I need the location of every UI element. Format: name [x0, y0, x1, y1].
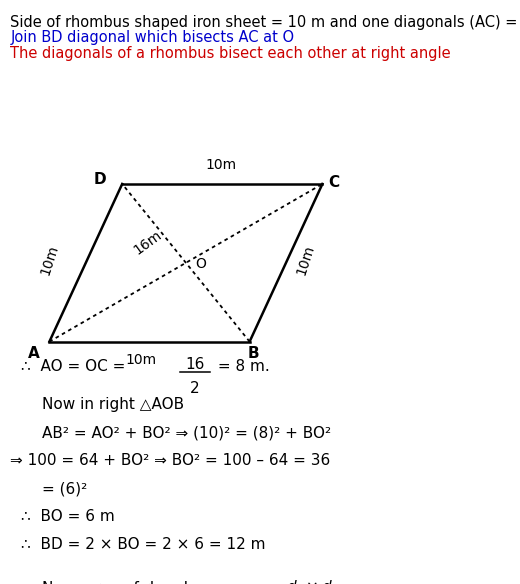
Text: ∴  BO = 6 m: ∴ BO = 6 m [21, 509, 114, 524]
Text: $d_1 \times d_2$: $d_1 \times d_2$ [285, 578, 339, 584]
Text: ⇒ 100 = 64 + BO² ⇒ BO² = 100 – 64 = 36: ⇒ 100 = 64 + BO² ⇒ BO² = 100 – 64 = 36 [10, 453, 331, 468]
Text: 10m: 10m [294, 243, 317, 277]
Text: 2: 2 [190, 381, 200, 397]
Text: C: C [329, 175, 340, 190]
Text: Now, area of rhombus =: Now, area of rhombus = [42, 581, 233, 584]
Text: AB² = AO² + BO² ⇒ (10)² = (8)² + BO²: AB² = AO² + BO² ⇒ (10)² = (8)² + BO² [42, 425, 331, 440]
Text: 16m: 16m [132, 228, 165, 257]
Text: = 8 m.: = 8 m. [213, 359, 270, 374]
Text: Join BD diagonal which bisects AC at O: Join BD diagonal which bisects AC at O [10, 30, 294, 46]
Text: D: D [94, 172, 107, 187]
Text: The diagonals of a rhombus bisect each other at right angle: The diagonals of a rhombus bisect each o… [10, 46, 451, 61]
Text: = (6)²: = (6)² [42, 481, 87, 496]
Text: B: B [248, 346, 259, 361]
Text: ∴  BD = 2 × BO = 2 × 6 = 12 m: ∴ BD = 2 × BO = 2 × 6 = 12 m [21, 537, 265, 552]
Text: Side of rhombus shaped iron sheet = 10 m and one diagonals (AC) = 16 m: Side of rhombus shaped iron sheet = 10 m… [10, 15, 520, 30]
Text: Now in right △AOB: Now in right △AOB [42, 397, 184, 412]
Text: 10m: 10m [205, 158, 237, 172]
Text: O: O [195, 257, 206, 271]
Text: A: A [28, 346, 40, 361]
Text: 10m: 10m [38, 243, 61, 277]
Text: 10m: 10m [126, 353, 157, 367]
Text: ∴  AO = OC =: ∴ AO = OC = [21, 359, 130, 374]
Text: 16: 16 [185, 357, 205, 373]
